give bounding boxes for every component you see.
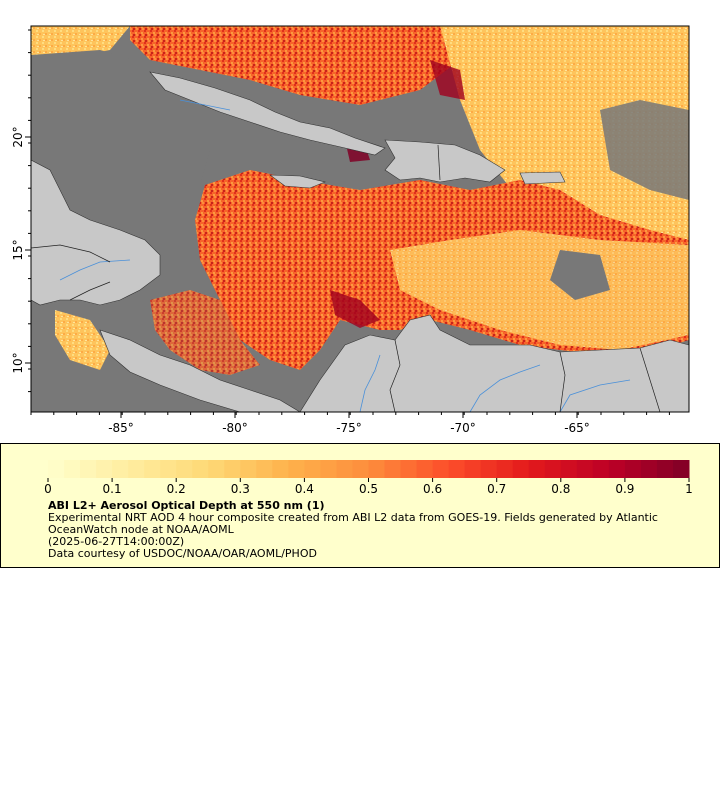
map-plot-area: [31, 26, 689, 412]
colorbar-swatch: [560, 460, 578, 478]
nodata-gulf: [31, 50, 210, 260]
colorbar-swatch: [48, 460, 65, 478]
colorbar-swatch: [336, 460, 353, 478]
colorbar-tick-label: 0.9: [615, 482, 634, 496]
colorbar-swatch: [96, 460, 113, 478]
colorbar-swatch: [384, 460, 402, 478]
aod-region-plume: [390, 230, 689, 350]
land-isthmus: [99, 329, 301, 412]
colorbar-swatch: [672, 460, 690, 478]
colorbar-swatch: [544, 460, 562, 478]
colorbar-swatch: [464, 460, 482, 478]
colorbar-tick-label: 0.3: [231, 482, 250, 496]
aod-region-southwest: [55, 310, 110, 370]
colorbar-swatches: [48, 460, 690, 478]
land-cuba: [149, 71, 386, 156]
colorbar-swatch: [320, 460, 337, 478]
nodata-patch: [600, 100, 689, 200]
colorbar-swatch: [608, 460, 626, 478]
colorbar-swatch: [80, 460, 97, 478]
product-title: ABI L2+ Aerosol Optical Depth at 550 nm …: [48, 499, 325, 512]
colorbar-tick-label: 0.7: [487, 482, 506, 496]
colorbar-swatch: [192, 460, 209, 478]
colorbar-swatch: [368, 460, 386, 478]
data-credit: Data courtesy of USDOC/NOAA/OAR/AOML/PHO…: [48, 547, 317, 560]
colorbar-tick-label: 0.6: [423, 482, 442, 496]
colorbar-swatch: [496, 460, 514, 478]
land-hispaniola: [384, 139, 506, 183]
colorbar-swatch: [112, 460, 129, 478]
longitude-axis: -85° -80° -75° -70° -65°: [30, 412, 670, 435]
colorbar-tick-label: 0.2: [167, 482, 186, 496]
colorbar-swatch: [592, 460, 610, 478]
colorbar-swatch: [640, 460, 658, 478]
colorbar-swatch: [176, 460, 193, 478]
aod-region-west: [150, 290, 260, 375]
colorbar-tick-label: 0.8: [551, 482, 570, 496]
aod-region-northeast: [440, 26, 689, 260]
colorbar-swatch: [528, 460, 546, 478]
lat-tick-label: 10°: [11, 352, 25, 373]
colorbar-swatch: [656, 460, 674, 478]
aod-region-nw: [31, 26, 130, 60]
colorbar-swatch: [512, 460, 530, 478]
lon-tick-label: -75°: [336, 421, 362, 435]
lat-tick-label: 20°: [11, 126, 25, 147]
colorbar-swatch: [160, 460, 177, 478]
colorbar-swatch: [624, 460, 642, 478]
colorbar-swatch: [448, 460, 466, 478]
colorbar-tick-label: 0.4: [295, 482, 314, 496]
nodata-patch: [550, 250, 610, 300]
borders: [31, 144, 661, 412]
colorbar-swatch: [416, 460, 434, 478]
aod-hotspot: [430, 60, 465, 100]
lon-tick-label: -65°: [564, 421, 590, 435]
info-block: ABI L2+ Aerosol Optical Depth at 550 nm …: [48, 500, 708, 560]
lat-tick-label: 15°: [11, 239, 25, 260]
product-timestamp: (2025-06-27T14:00:00Z): [48, 535, 185, 548]
colorbar-tick-label: 0.1: [103, 482, 122, 496]
colorbar-swatch: [400, 460, 418, 478]
map-frame: [30, 25, 690, 413]
colorbar-tick-label: 0.5: [359, 482, 378, 496]
colorbar-swatch: [288, 460, 305, 478]
colorbar-swatch: [256, 460, 273, 478]
colorbar-swatch: [576, 460, 594, 478]
land-puerto-rico: [519, 171, 566, 185]
latitude-axis: 20° 15° 10°: [11, 29, 31, 393]
aod-field: [31, 26, 689, 375]
rivers: [59, 99, 631, 412]
colorbar-swatch: [64, 460, 81, 478]
colorbar-swatch: [240, 460, 257, 478]
colorbar-tick-label: 1: [685, 482, 693, 496]
aod-hotspot: [330, 290, 380, 328]
aod-colorbar: 0 0.1 0.2 0.3 0.4 0.5 0.6 0.7 0.8 0.9 1: [44, 460, 693, 496]
colorbar-swatch: [224, 460, 241, 478]
colorbar-ticks: 0 0.1 0.2 0.3 0.4 0.5 0.6 0.7 0.8 0.9 1: [44, 478, 693, 496]
land-central-america: [31, 159, 161, 306]
colorbar-swatch: [304, 460, 321, 478]
lon-tick-label: -70°: [450, 421, 476, 435]
colorbar-swatch: [128, 460, 145, 478]
product-description: Experimental NRT AOD 4 hour composite cr…: [48, 511, 658, 536]
colorbar-swatch: [480, 460, 498, 478]
aod-map: -85° -80° -75° -70° -65° 20° 15° 10°: [11, 25, 690, 435]
colorbar-swatch: [144, 460, 161, 478]
land-jamaica: [269, 174, 326, 189]
colorbar-swatch: [208, 460, 225, 478]
aod-region-north: [130, 26, 470, 105]
lon-tick-label: -85°: [108, 421, 134, 435]
colorbar-tick-label: 0: [44, 482, 52, 496]
lon-tick-label: -80°: [222, 421, 248, 435]
colorbar-swatch: [352, 460, 369, 478]
colorbar-swatch: [432, 460, 450, 478]
colorbar-swatch: [272, 460, 289, 478]
